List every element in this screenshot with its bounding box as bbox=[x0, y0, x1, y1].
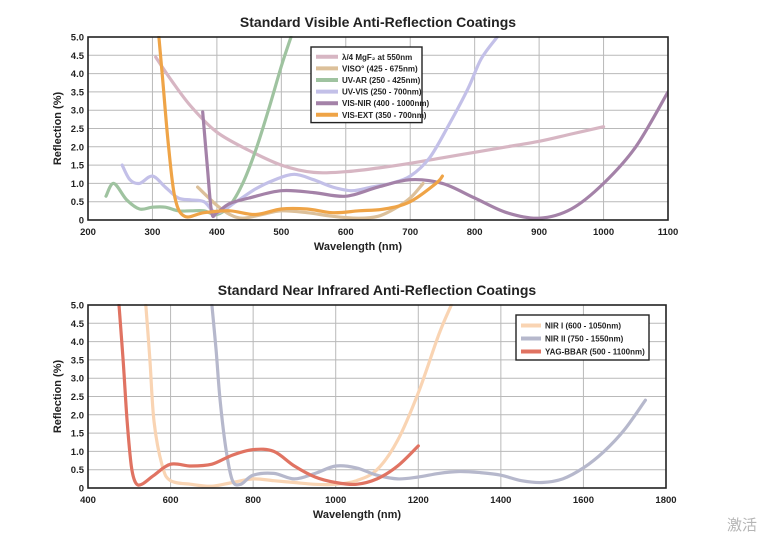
x-tick-label: 500 bbox=[273, 227, 289, 238]
legend-label-4: VIS-NIR (400 - 1000nm) bbox=[342, 99, 429, 108]
y-tick-label: 5.0 bbox=[71, 33, 84, 44]
x-tick-label: 1100 bbox=[658, 227, 679, 238]
y-tick-label: 4.0 bbox=[71, 69, 84, 80]
x-tick-label: 1000 bbox=[593, 227, 614, 238]
legend-label-0: NIR I (600 - 1050nm) bbox=[545, 322, 621, 331]
legend: λ/4 MgF₂ at 550nm VISO° (425 - 675nm) UV-A… bbox=[310, 46, 429, 124]
series-line-1 bbox=[210, 304, 647, 487]
chart-title: Standard Visible Anti-Reflection Coating… bbox=[240, 14, 516, 30]
y-tick-label: 2.5 bbox=[71, 124, 85, 135]
y-axis-label: Reflection (%) bbox=[52, 359, 64, 433]
y-tick-label: 3.0 bbox=[71, 106, 84, 117]
y-tick-label: 1.0 bbox=[71, 179, 84, 190]
chart-visible-ar: Standard Visible Anti-Reflection Coating… bbox=[52, 14, 678, 253]
y-tick-label: 3.0 bbox=[71, 374, 84, 385]
x-tick-label: 900 bbox=[531, 227, 547, 238]
x-axis-label: Wavelength (nm) bbox=[314, 241, 403, 253]
legend: NIR I (600 - 1050nm) NIR II (750 - 1550nm… bbox=[515, 314, 650, 361]
y-tick-label: 4.0 bbox=[71, 337, 84, 348]
x-tick-label: 1400 bbox=[490, 495, 511, 506]
y-tick-label: 1.5 bbox=[71, 161, 85, 172]
series-line-1 bbox=[196, 181, 425, 220]
x-tick-label: 1200 bbox=[408, 495, 429, 506]
x-tick-label: 800 bbox=[467, 227, 483, 238]
y-tick-label: 2.0 bbox=[71, 142, 84, 153]
y-tick-label: 3.5 bbox=[71, 355, 85, 366]
legend-label-2: YAG-BBAR (500 - 1100nm) bbox=[545, 348, 645, 357]
chart-title: Standard Near Infrared Anti-Reflection C… bbox=[218, 282, 537, 298]
y-tick-label: 0.5 bbox=[71, 465, 85, 476]
watermark-text: 激活 bbox=[727, 516, 757, 534]
x-tick-label: 400 bbox=[80, 495, 96, 506]
x-axis-label: Wavelength (nm) bbox=[313, 509, 402, 521]
legend-label-0: λ/4 MgF₂ at 550nm bbox=[342, 53, 412, 62]
series-group bbox=[117, 304, 647, 488]
x-tick-label: 600 bbox=[338, 227, 354, 238]
x-tick-label: 600 bbox=[163, 495, 179, 506]
y-tick-label: 2.0 bbox=[71, 410, 84, 421]
series-group bbox=[104, 36, 668, 220]
legend-label-1: NIR II (750 - 1550nm) bbox=[545, 335, 624, 344]
x-tick-label: 700 bbox=[402, 227, 418, 238]
x-tick-label: 800 bbox=[245, 495, 261, 506]
legend-box bbox=[310, 46, 423, 124]
y-tick-label: 3.5 bbox=[71, 87, 85, 98]
y-tick-label: 5.0 bbox=[71, 301, 84, 312]
y-tick-label: 0 bbox=[79, 216, 84, 227]
y-tick-label: 4.5 bbox=[71, 51, 85, 62]
y-tick-label: 0 bbox=[79, 484, 84, 495]
y-axis-label: Reflection (%) bbox=[52, 91, 64, 165]
legend-label-5: VIS-EXT (350 - 700nm) bbox=[342, 111, 427, 120]
x-tick-label: 1600 bbox=[573, 495, 594, 506]
series-line-5 bbox=[157, 36, 444, 219]
y-tick-label: 4.5 bbox=[71, 319, 85, 330]
plot-frame bbox=[87, 304, 667, 489]
legend-label-3: UV-VIS (250 - 700nm) bbox=[342, 88, 422, 97]
x-tick-label: 1800 bbox=[655, 495, 676, 506]
series-line-2 bbox=[104, 36, 293, 217]
y-tick-label: 1.5 bbox=[71, 429, 85, 440]
plot-frame bbox=[87, 36, 669, 221]
legend-label-2: UV-AR (250 - 425nm) bbox=[342, 76, 421, 85]
x-tick-label: 300 bbox=[145, 227, 161, 238]
y-tick-label: 2.5 bbox=[71, 392, 85, 403]
x-tick-label: 1000 bbox=[325, 495, 346, 506]
x-tick-label: 200 bbox=[80, 227, 96, 238]
chart-nir-ar: Standard Near Infrared Anti-Reflection C… bbox=[52, 282, 677, 521]
series-line-0 bbox=[144, 304, 453, 488]
series-line-3 bbox=[120, 36, 499, 215]
y-tick-label: 1.0 bbox=[71, 447, 84, 458]
series-line-2 bbox=[117, 304, 420, 487]
y-tick-label: 0.5 bbox=[71, 197, 85, 208]
legend-label-1: VISO° (425 - 675nm) bbox=[342, 64, 418, 73]
x-tick-label: 400 bbox=[209, 227, 225, 238]
